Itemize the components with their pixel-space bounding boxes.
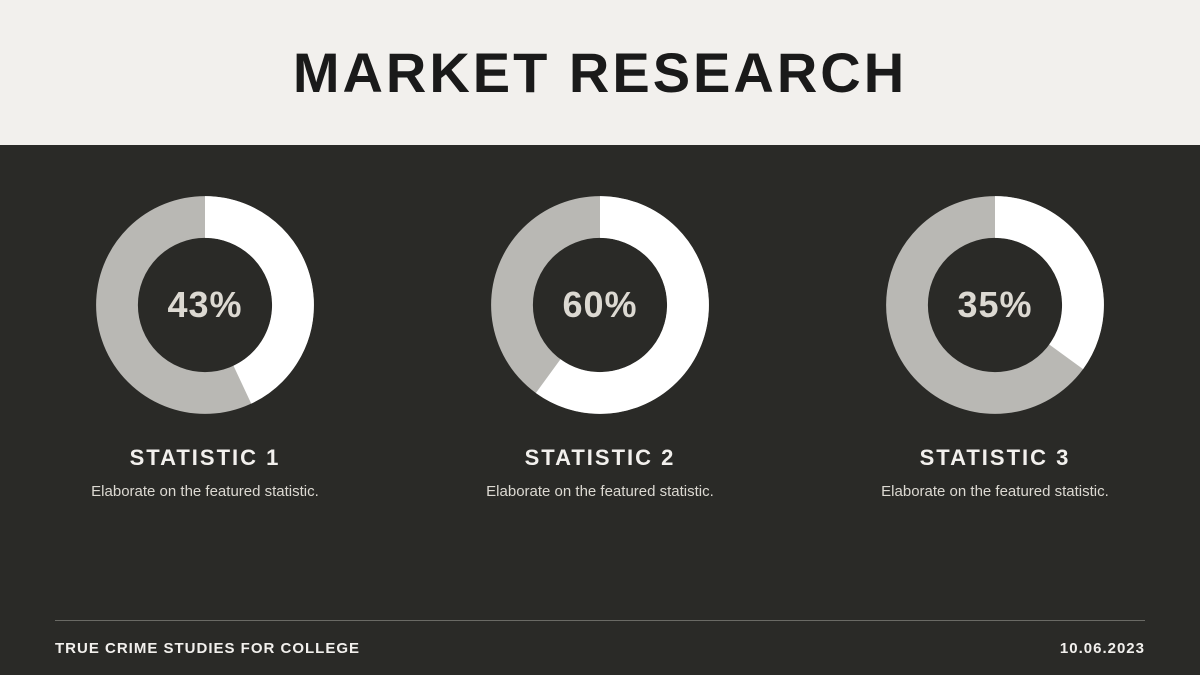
stat-description: Elaborate on the featured statistic. — [881, 481, 1109, 502]
charts-row: 43% STATISTIC 1 Elaborate on the feature… — [55, 195, 1145, 600]
stat-block-1: 43% STATISTIC 1 Elaborate on the feature… — [55, 195, 355, 600]
main-content: 43% STATISTIC 1 Elaborate on the feature… — [0, 145, 1200, 675]
donut-percent-label: 43% — [167, 284, 242, 326]
stat-block-3: 35% STATISTIC 3 Elaborate on the feature… — [845, 195, 1145, 600]
stat-description: Elaborate on the featured statistic. — [91, 481, 319, 502]
donut-chart-3: 35% — [885, 195, 1105, 415]
page-title: MARKET RESEARCH — [293, 40, 907, 105]
donut-chart-2: 60% — [490, 195, 710, 415]
footer: TRUE CRIME STUDIES FOR COLLEGE 10.06.202… — [55, 620, 1145, 675]
donut-percent-label: 35% — [957, 284, 1032, 326]
stat-title: STATISTIC 2 — [525, 445, 676, 471]
footer-left-text: TRUE CRIME STUDIES FOR COLLEGE — [55, 640, 360, 657]
stat-title: STATISTIC 3 — [920, 445, 1071, 471]
footer-right-date: 10.06.2023 — [1060, 640, 1145, 657]
slide: MARKET RESEARCH 43% STATISTIC 1 Elaborat… — [0, 0, 1200, 675]
stat-title: STATISTIC 1 — [130, 445, 281, 471]
stat-block-2: 60% STATISTIC 2 Elaborate on the feature… — [450, 195, 750, 600]
donut-percent-label: 60% — [562, 284, 637, 326]
stat-description: Elaborate on the featured statistic. — [486, 481, 714, 502]
donut-chart-1: 43% — [95, 195, 315, 415]
header: MARKET RESEARCH — [0, 0, 1200, 145]
